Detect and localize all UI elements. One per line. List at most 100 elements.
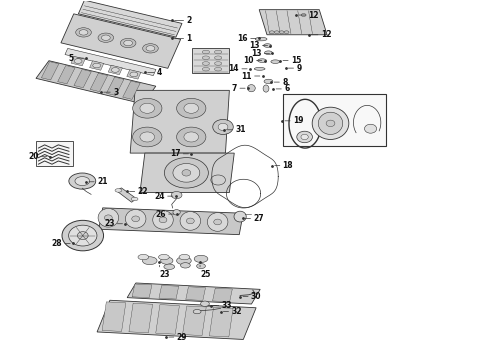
Text: 22: 22 bbox=[138, 187, 148, 196]
Ellipse shape bbox=[180, 263, 190, 268]
Ellipse shape bbox=[176, 257, 191, 265]
Ellipse shape bbox=[130, 72, 138, 77]
Text: 25: 25 bbox=[200, 270, 210, 279]
Polygon shape bbox=[98, 208, 243, 235]
Ellipse shape bbox=[173, 210, 180, 215]
Ellipse shape bbox=[265, 51, 272, 54]
Ellipse shape bbox=[98, 33, 114, 42]
Ellipse shape bbox=[200, 301, 209, 306]
Ellipse shape bbox=[254, 67, 265, 70]
Ellipse shape bbox=[215, 50, 222, 54]
Ellipse shape bbox=[98, 208, 119, 227]
Text: 1: 1 bbox=[186, 34, 192, 43]
Text: 16: 16 bbox=[238, 34, 248, 43]
Polygon shape bbox=[259, 10, 327, 35]
Polygon shape bbox=[127, 283, 260, 304]
Ellipse shape bbox=[176, 98, 206, 118]
Text: 20: 20 bbox=[28, 152, 39, 161]
Polygon shape bbox=[41, 62, 59, 80]
Ellipse shape bbox=[202, 62, 210, 65]
Text: 5: 5 bbox=[69, 54, 74, 63]
Polygon shape bbox=[106, 77, 124, 95]
Text: 2: 2 bbox=[186, 16, 192, 25]
Text: 14: 14 bbox=[229, 64, 239, 73]
Ellipse shape bbox=[215, 67, 222, 71]
Ellipse shape bbox=[143, 257, 157, 265]
Ellipse shape bbox=[247, 85, 255, 92]
Ellipse shape bbox=[194, 255, 208, 262]
Text: 26: 26 bbox=[155, 210, 166, 219]
Ellipse shape bbox=[76, 28, 91, 37]
Ellipse shape bbox=[133, 98, 162, 118]
Ellipse shape bbox=[196, 264, 205, 269]
Ellipse shape bbox=[69, 225, 97, 246]
Text: 32: 32 bbox=[231, 307, 242, 316]
Ellipse shape bbox=[255, 37, 267, 41]
Ellipse shape bbox=[121, 39, 136, 48]
Polygon shape bbox=[140, 153, 234, 193]
Ellipse shape bbox=[211, 175, 225, 185]
Polygon shape bbox=[65, 48, 156, 76]
Ellipse shape bbox=[218, 123, 228, 131]
Text: 28: 28 bbox=[51, 239, 62, 248]
Ellipse shape bbox=[179, 255, 190, 260]
Ellipse shape bbox=[132, 216, 140, 222]
Text: 27: 27 bbox=[253, 214, 264, 223]
Ellipse shape bbox=[180, 212, 200, 230]
Polygon shape bbox=[71, 56, 85, 66]
Text: 33: 33 bbox=[221, 301, 232, 310]
Ellipse shape bbox=[74, 59, 82, 63]
Text: 6: 6 bbox=[284, 84, 289, 93]
Polygon shape bbox=[90, 73, 108, 91]
Ellipse shape bbox=[234, 211, 246, 222]
Polygon shape bbox=[97, 300, 256, 339]
Ellipse shape bbox=[274, 31, 279, 34]
Ellipse shape bbox=[202, 56, 210, 59]
Ellipse shape bbox=[182, 170, 191, 176]
Ellipse shape bbox=[176, 127, 206, 147]
Polygon shape bbox=[192, 48, 229, 73]
Ellipse shape bbox=[207, 213, 228, 231]
Polygon shape bbox=[129, 303, 152, 333]
Ellipse shape bbox=[318, 112, 343, 134]
Ellipse shape bbox=[131, 197, 138, 201]
Ellipse shape bbox=[146, 46, 155, 51]
Ellipse shape bbox=[104, 215, 112, 221]
Ellipse shape bbox=[215, 62, 222, 65]
Ellipse shape bbox=[133, 127, 162, 147]
Ellipse shape bbox=[111, 68, 119, 72]
Ellipse shape bbox=[101, 35, 110, 40]
Ellipse shape bbox=[62, 220, 103, 251]
Ellipse shape bbox=[301, 134, 308, 140]
Ellipse shape bbox=[284, 31, 289, 34]
Ellipse shape bbox=[161, 257, 173, 264]
Text: 23: 23 bbox=[104, 219, 115, 228]
Text: 17: 17 bbox=[170, 149, 180, 158]
Ellipse shape bbox=[186, 218, 194, 224]
Ellipse shape bbox=[297, 131, 313, 143]
Ellipse shape bbox=[184, 132, 198, 142]
Polygon shape bbox=[122, 81, 140, 99]
Polygon shape bbox=[58, 66, 75, 84]
Ellipse shape bbox=[214, 219, 221, 225]
Polygon shape bbox=[36, 61, 156, 104]
Ellipse shape bbox=[301, 14, 306, 17]
Text: 15: 15 bbox=[291, 56, 301, 65]
Polygon shape bbox=[132, 284, 152, 298]
Ellipse shape bbox=[171, 192, 182, 199]
Text: 12: 12 bbox=[309, 10, 319, 19]
Ellipse shape bbox=[93, 63, 100, 68]
Ellipse shape bbox=[125, 210, 146, 228]
Polygon shape bbox=[74, 69, 91, 88]
Polygon shape bbox=[186, 287, 205, 301]
Text: 9: 9 bbox=[296, 64, 301, 73]
Text: 7: 7 bbox=[232, 84, 237, 93]
Text: 31: 31 bbox=[235, 125, 245, 134]
Text: 11: 11 bbox=[242, 72, 252, 81]
Ellipse shape bbox=[140, 132, 155, 142]
Ellipse shape bbox=[124, 40, 132, 46]
Polygon shape bbox=[159, 285, 179, 299]
Text: 13: 13 bbox=[251, 49, 262, 58]
Polygon shape bbox=[90, 61, 104, 70]
Polygon shape bbox=[127, 69, 141, 79]
